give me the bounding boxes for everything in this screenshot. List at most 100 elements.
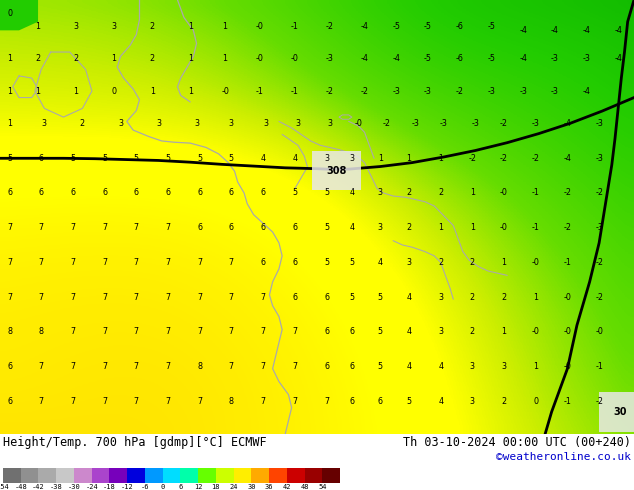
Text: 7: 7 bbox=[229, 293, 234, 301]
Text: -30: -30 bbox=[68, 484, 81, 490]
Text: 7: 7 bbox=[165, 223, 171, 232]
Text: 7: 7 bbox=[70, 362, 75, 371]
Text: 3: 3 bbox=[438, 293, 443, 301]
Text: -42: -42 bbox=[32, 484, 45, 490]
Text: 1: 1 bbox=[438, 223, 443, 232]
Text: 6: 6 bbox=[7, 362, 12, 371]
Text: 7: 7 bbox=[102, 258, 107, 267]
Text: 5: 5 bbox=[324, 189, 329, 197]
Text: -5: -5 bbox=[424, 54, 432, 63]
Text: -2: -2 bbox=[595, 396, 603, 406]
Text: 5: 5 bbox=[292, 189, 297, 197]
Bar bbox=[304, 468, 322, 483]
Text: 7: 7 bbox=[39, 396, 44, 406]
Text: 3: 3 bbox=[349, 154, 354, 163]
Text: -4: -4 bbox=[614, 26, 622, 35]
Text: -2: -2 bbox=[500, 154, 508, 163]
Bar bbox=[127, 468, 145, 483]
Text: -0: -0 bbox=[595, 327, 603, 336]
Text: 7: 7 bbox=[165, 396, 171, 406]
Text: 7: 7 bbox=[292, 362, 297, 371]
Text: -4: -4 bbox=[551, 26, 559, 35]
Text: 7: 7 bbox=[7, 293, 12, 301]
Text: -3: -3 bbox=[551, 54, 559, 63]
Text: 3: 3 bbox=[194, 119, 199, 128]
Text: 7: 7 bbox=[261, 396, 266, 406]
Text: -0: -0 bbox=[564, 362, 571, 371]
Text: -2: -2 bbox=[361, 87, 368, 96]
Text: 2: 2 bbox=[470, 327, 475, 336]
Text: 7: 7 bbox=[165, 362, 171, 371]
Text: 1: 1 bbox=[74, 87, 79, 96]
Text: 4: 4 bbox=[438, 396, 443, 406]
Text: 7: 7 bbox=[7, 223, 12, 232]
Text: -4: -4 bbox=[583, 26, 590, 35]
Text: 8: 8 bbox=[7, 327, 12, 336]
Text: 4: 4 bbox=[261, 154, 266, 163]
Text: 7: 7 bbox=[134, 258, 139, 267]
Text: -3: -3 bbox=[472, 119, 479, 128]
Text: 3: 3 bbox=[406, 258, 411, 267]
Text: 6: 6 bbox=[178, 484, 183, 490]
Text: 0: 0 bbox=[112, 87, 117, 96]
Text: 4: 4 bbox=[349, 189, 354, 197]
Text: -0: -0 bbox=[564, 327, 571, 336]
Text: 5: 5 bbox=[349, 258, 354, 267]
Text: 0: 0 bbox=[7, 8, 12, 18]
Text: 7: 7 bbox=[261, 327, 266, 336]
Text: 7: 7 bbox=[70, 293, 75, 301]
Text: -2: -2 bbox=[469, 154, 476, 163]
Text: -3: -3 bbox=[532, 119, 540, 128]
Text: 1: 1 bbox=[470, 223, 475, 232]
Text: -4: -4 bbox=[392, 54, 400, 63]
Bar bbox=[92, 468, 110, 483]
Text: 6: 6 bbox=[39, 189, 44, 197]
Bar bbox=[269, 468, 287, 483]
Bar bbox=[39, 468, 56, 483]
Text: 3: 3 bbox=[327, 119, 332, 128]
Bar bbox=[233, 468, 251, 483]
Text: 3: 3 bbox=[74, 22, 79, 30]
Text: 7: 7 bbox=[39, 293, 44, 301]
Text: 1: 1 bbox=[7, 119, 12, 128]
Text: -5: -5 bbox=[488, 54, 495, 63]
Text: 7: 7 bbox=[102, 223, 107, 232]
Text: 4: 4 bbox=[406, 362, 411, 371]
Bar bbox=[198, 468, 216, 483]
Text: 2: 2 bbox=[501, 396, 507, 406]
Text: -4: -4 bbox=[583, 87, 590, 96]
Text: 4: 4 bbox=[406, 293, 411, 301]
Text: 7: 7 bbox=[197, 327, 202, 336]
Text: 0: 0 bbox=[160, 484, 165, 490]
Text: 2: 2 bbox=[501, 293, 507, 301]
Text: 30: 30 bbox=[614, 407, 627, 417]
Text: 1: 1 bbox=[188, 22, 193, 30]
Text: -3: -3 bbox=[595, 119, 603, 128]
Text: -0: -0 bbox=[291, 54, 299, 63]
Text: -0: -0 bbox=[256, 54, 264, 63]
Text: 1: 1 bbox=[188, 87, 193, 96]
Text: 5: 5 bbox=[7, 154, 12, 163]
Text: -4: -4 bbox=[564, 119, 571, 128]
Bar bbox=[163, 468, 180, 483]
Text: 6: 6 bbox=[324, 293, 329, 301]
Text: -2: -2 bbox=[326, 87, 333, 96]
Text: 7: 7 bbox=[134, 396, 139, 406]
Text: 6: 6 bbox=[70, 189, 75, 197]
Bar bbox=[56, 468, 74, 483]
Text: 6: 6 bbox=[378, 396, 383, 406]
Text: 7: 7 bbox=[197, 396, 202, 406]
Text: 3: 3 bbox=[229, 119, 234, 128]
Text: -3: -3 bbox=[519, 87, 527, 96]
Text: 8: 8 bbox=[39, 327, 44, 336]
Text: 6: 6 bbox=[165, 189, 171, 197]
Text: 5: 5 bbox=[134, 154, 139, 163]
Text: 6: 6 bbox=[349, 362, 354, 371]
Text: 5: 5 bbox=[229, 154, 234, 163]
Text: 6: 6 bbox=[134, 189, 139, 197]
Text: -1: -1 bbox=[532, 189, 540, 197]
Text: -2: -2 bbox=[595, 293, 603, 301]
Text: -0: -0 bbox=[500, 189, 508, 197]
Text: -5: -5 bbox=[488, 22, 495, 30]
Text: 4: 4 bbox=[406, 327, 411, 336]
